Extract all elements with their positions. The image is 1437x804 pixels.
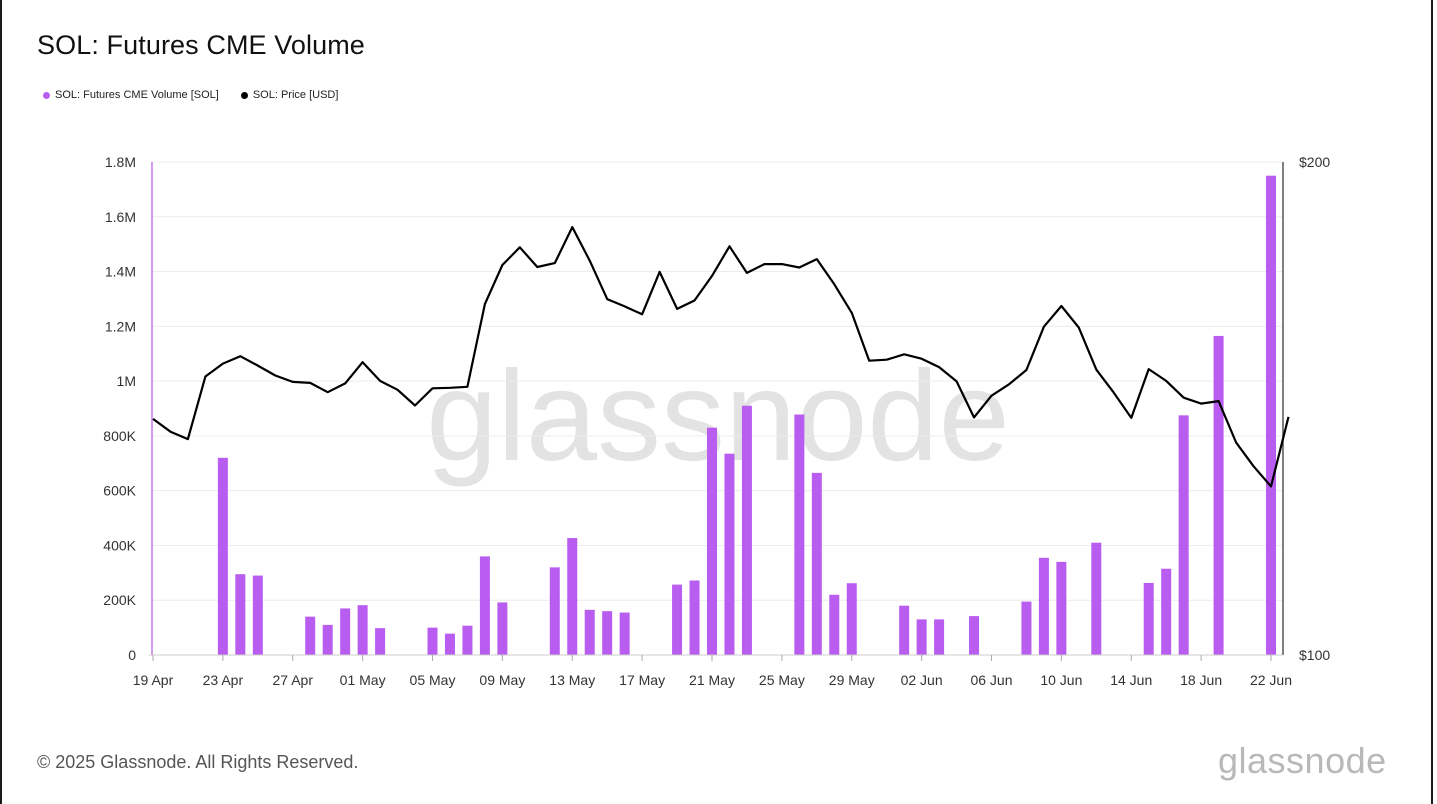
volume-bar [969, 616, 980, 655]
y-left-tick-label: 600K [103, 483, 136, 499]
legend-volume-dot [43, 91, 50, 99]
legend: SOL: Futures CME Volume [SOL] SOL: Price… [43, 89, 338, 101]
y-left-tick-label: 1.4M [105, 264, 136, 280]
x-tick-label: 22 Jun [1250, 672, 1292, 688]
volume-bar [1091, 542, 1102, 655]
legend-price-dot [240, 91, 248, 99]
legend-price-label: SOL: Price [USD] [252, 89, 339, 101]
volume-bar [217, 457, 228, 655]
y-right-tick-label: $200 [1299, 154, 1330, 170]
volume-bar [340, 608, 351, 655]
x-tick-label: 01 May [340, 672, 386, 688]
volume-bar [357, 605, 368, 655]
x-tick-label: 09 May [479, 672, 525, 688]
x-tick-label: 25 May [759, 672, 805, 688]
volume-bar [444, 633, 455, 655]
y-left-tick-label: 1.8M [105, 154, 136, 170]
volume-bar [707, 427, 717, 655]
volume-bar [235, 574, 246, 655]
y-left-tick-label: 400K [103, 537, 136, 553]
x-tick-label: 02 Jun [901, 672, 943, 688]
volume-bar [1161, 568, 1172, 655]
footer-copyright: © 2025 Glassnode. All Rights Reserved. [37, 752, 359, 772]
chart-svg: glassnode 0 200K 400K 600K 800K 1M 1.2M 1.4M 1.6… [103, 154, 1330, 688]
price-line [152, 226, 1290, 488]
volume-bar [846, 583, 857, 655]
volume-bar [1143, 582, 1154, 655]
volume-bar [741, 405, 752, 655]
volume-bar [375, 628, 386, 655]
x-tick-label: 17 May [619, 672, 665, 688]
x-tick-label: 27 Apr [273, 672, 314, 688]
volume-bar [794, 414, 805, 655]
x-tick-label: 19 Apr [133, 672, 174, 688]
volume-bar [619, 612, 630, 655]
volume-bar [1213, 335, 1224, 655]
y-right-tick-label: $100 [1299, 647, 1330, 663]
y-left-tick-label: 200K [103, 592, 136, 608]
y-left-tick-label: 1.6M [105, 209, 136, 225]
footer-logo: glassnode [1218, 740, 1387, 781]
x-tick-label: 21 May [689, 672, 735, 688]
volume-bar [829, 594, 840, 655]
x-tick-label: 13 May [549, 672, 595, 688]
volume-bar [1038, 557, 1049, 655]
volume-bar [1056, 561, 1067, 655]
x-tick-label: 06 Jun [970, 672, 1012, 688]
y-left-tick-label: 1.2M [105, 318, 136, 334]
volume-bar [811, 472, 822, 655]
volume-bar [479, 556, 490, 655]
volume-bars [217, 175, 1276, 655]
volume-bar [305, 616, 316, 655]
volume-bar [584, 609, 595, 655]
volume-bar [602, 611, 613, 655]
volume-bar [322, 624, 333, 655]
legend-item-volume[interactable]: SOL: Futures CME Volume [SOL] [43, 89, 219, 101]
volume-bar [1021, 601, 1032, 655]
volume-bar [916, 619, 927, 655]
volume-bar [549, 567, 560, 655]
y-left-tick-label: 800K [103, 428, 136, 444]
x-tick-label: 05 May [410, 672, 456, 688]
legend-item-price[interactable]: SOL: Price [USD] [240, 89, 339, 101]
volume-bar [252, 575, 263, 655]
volume-bar [1178, 415, 1189, 655]
x-tick-label: 29 May [829, 672, 875, 688]
chart-title: SOL: Futures CME Volume [37, 30, 365, 60]
volume-bar [672, 584, 683, 655]
volume-bar [724, 453, 735, 655]
x-tick-label: 10 Jun [1040, 672, 1082, 688]
volume-bar [1266, 175, 1276, 655]
axes: 0 200K 400K 600K 800K 1M 1.2M 1.4M 1.6M 1.8M $100 $… [103, 154, 1330, 688]
y-left-tick-label: 1M [117, 373, 136, 389]
x-tick-label: 14 Jun [1110, 672, 1152, 688]
x-tick-label: 18 Jun [1180, 672, 1222, 688]
volume-bar [934, 619, 945, 655]
x-tick-label: 23 Apr [203, 672, 244, 688]
watermark: glassnode [426, 345, 1010, 488]
legend-volume-label: SOL: Futures CME Volume [SOL] [55, 89, 219, 101]
price-series-line [152, 226, 1290, 488]
volume-bar [567, 538, 578, 655]
y-left-tick-label: 0 [128, 647, 136, 663]
volume-bar [427, 627, 438, 655]
volume-bar [899, 605, 910, 655]
volume-bar [497, 602, 508, 655]
volume-bar [689, 580, 700, 655]
volume-bar [462, 625, 473, 655]
grid-lines [153, 161, 1283, 656]
